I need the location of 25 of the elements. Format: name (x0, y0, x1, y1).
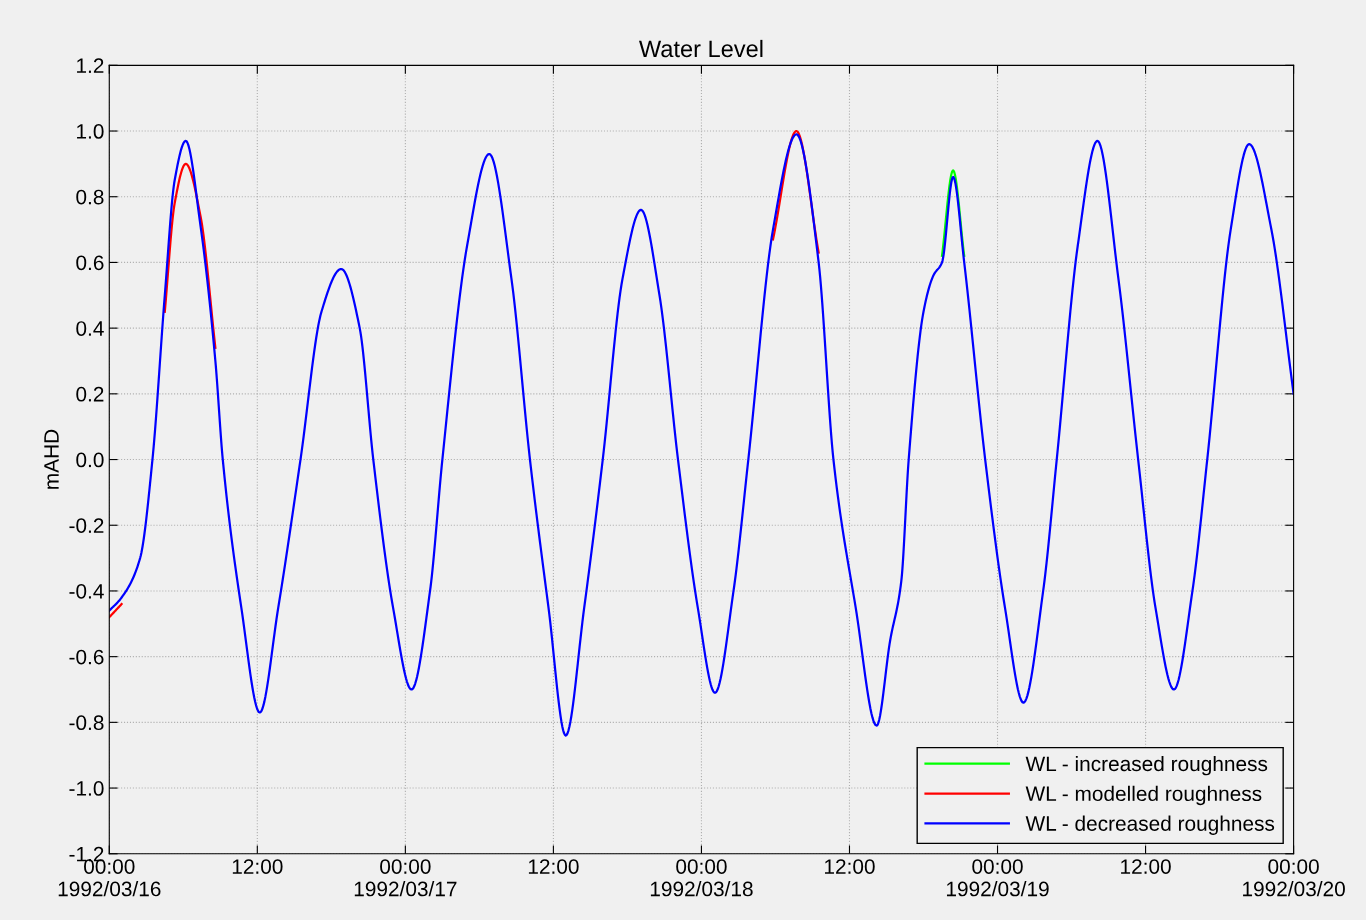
legend-label: WL - modelled roughness (1025, 785, 1262, 806)
x-tick-label: 00:00 1992/03/19 (946, 859, 1049, 897)
y-tick-label: 1.0 (77, 124, 104, 139)
x-tick-label: 12:00 (528, 859, 579, 874)
legend-label: WL - decreased roughness (1025, 815, 1275, 836)
x-tick-label: 00:00 1992/03/20 (1243, 859, 1345, 897)
y-tick-label: 0.6 (76, 255, 104, 271)
y-axis-title: mAHD (44, 429, 59, 489)
x-tick-label: 00:00 1992/03/18 (650, 859, 753, 897)
x-tick-label: 12:00 (825, 859, 875, 874)
legend-label: WL - increased roughness (1025, 755, 1268, 776)
y-tick-label: 0.8 (76, 189, 104, 205)
y-tick-label: 0.0 (76, 452, 104, 468)
y-tick-label: 0.4 (76, 321, 104, 336)
y-tick-label: 1.2 (77, 58, 104, 73)
x-tick-label: 12:00 (232, 859, 283, 874)
x-tick-label: 12:00 (1121, 859, 1171, 874)
chart-title: Water Level (639, 39, 763, 58)
y-tick-label: -0.8 (69, 715, 104, 731)
x-tick-label: 00:00 1992/03/17 (354, 859, 457, 897)
y-tick-label: -1.0 (69, 781, 104, 796)
y-tick-label: -0.6 (69, 649, 104, 665)
y-tick-label: -0.2 (69, 518, 104, 533)
y-tick-label: 0.2 (76, 386, 104, 402)
y-tick-label: -0.4 (69, 583, 104, 599)
